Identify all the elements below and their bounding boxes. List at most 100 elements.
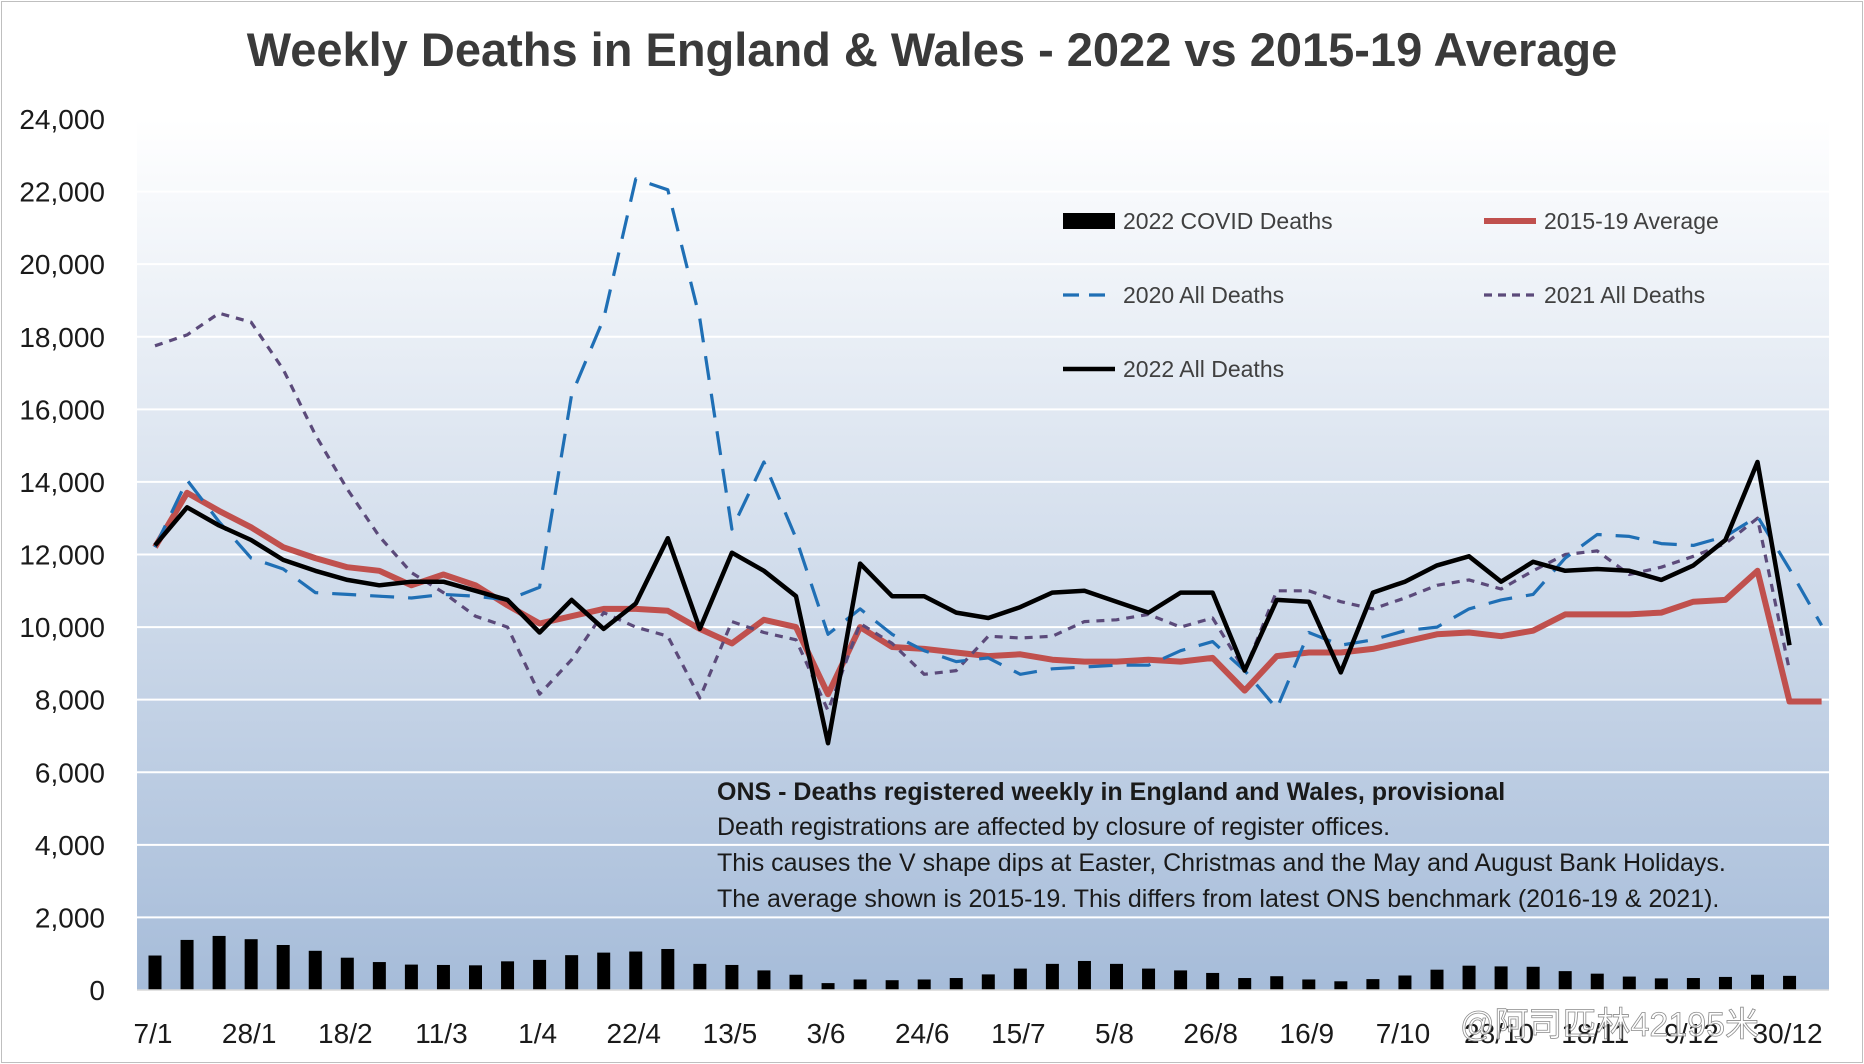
covid-bar (1334, 981, 1348, 990)
covid-bar (1462, 965, 1476, 990)
legend-label: 2022 COVID Deaths (1123, 208, 1333, 234)
x-tick-label: 28/10 (1464, 1018, 1534, 1049)
y-tick-label: 10,000 (19, 612, 105, 643)
covid-bar (885, 980, 899, 990)
y-tick-label: 0 (89, 975, 105, 1006)
y-tick-label: 8,000 (35, 685, 105, 716)
covid-bar (1174, 970, 1188, 990)
covid-bar (629, 951, 643, 990)
covid-bar (565, 955, 579, 990)
covid-bar (1751, 974, 1764, 990)
covid-bar (1494, 966, 1508, 990)
covid-bar (1270, 976, 1284, 990)
covid-bar (244, 939, 258, 990)
covid-bar (917, 979, 931, 990)
x-tick-label: 24/6 (895, 1018, 950, 1049)
covid-bar (1783, 975, 1797, 990)
x-axis: 7/1 28/1 18/2 11/3 1/4 22/4 13/5 3/6 24/6 15/7 5/8… (134, 1018, 1823, 1049)
x-tick-label: 7/10 (1376, 1018, 1431, 1049)
covid-bar (180, 939, 194, 990)
y-tick-label: 24,000 (19, 104, 105, 135)
annotation-heading: ONS - Deaths registered weekly in Englan… (717, 778, 1505, 806)
watermark: @阿司匹林42195米 (1460, 1006, 1759, 1044)
y-tick-label: 14,000 (19, 467, 105, 498)
series-line-2015-19-average (152, 489, 1822, 705)
covid-bar (340, 957, 354, 990)
y-tick-label: 22,000 (19, 177, 105, 208)
x-tick-label: 11/3 (415, 1018, 467, 1049)
x-tick-label: 22/4 (607, 1018, 662, 1049)
x-tick-label: 18/11 (1561, 1018, 1629, 1049)
x-tick-label: 5/8 (1095, 1018, 1134, 1049)
covid-bar (597, 952, 611, 990)
covid-bar (1013, 968, 1027, 990)
annotation-line-3: The average shown is 2015-19. This diffe… (717, 885, 1719, 913)
gridlines (137, 118, 1829, 919)
x-tick-label: 26/8 (1183, 1018, 1238, 1049)
chart-title: Weekly Deaths in England & Wales - 2022 … (246, 23, 1618, 76)
x-tick-label: 28/1 (222, 1018, 277, 1049)
covid-bar (693, 963, 707, 990)
x-tick-label: 9/12 (1664, 1018, 1719, 1049)
x-tick-label: 16/9 (1280, 1018, 1335, 1049)
y-tick-label: 20,000 (19, 249, 105, 280)
x-tick-label: 18/2 (318, 1018, 373, 1049)
covid-bar (1558, 971, 1572, 990)
covid-bar (276, 944, 290, 990)
series-lines (152, 177, 1823, 746)
x-tick-label: 30/12 (1753, 1018, 1823, 1049)
covid-bar (1686, 978, 1700, 990)
y-tick-label: 12,000 (19, 540, 105, 571)
legend-swatch (1063, 213, 1115, 229)
covid-bar (372, 962, 386, 990)
covid-bar (981, 974, 995, 990)
covid-bar (533, 959, 547, 990)
annotation-line-1: Death registrations are affected by clos… (717, 813, 1390, 841)
legend-label: 2020 All Deaths (1123, 282, 1284, 308)
y-tick-label: 6,000 (35, 757, 105, 788)
covid-bar (1302, 979, 1316, 990)
y-axis: 0 2,000 4,000 6,000 8,000 10,000 12,000 14,000 1… (19, 104, 1829, 1006)
covid-bar (1206, 972, 1220, 990)
annotation-line-2: This causes the V shape dips at Easter, … (717, 849, 1726, 877)
covid-bar (949, 978, 963, 990)
y-tick-label: 16,000 (19, 394, 105, 425)
legend: 2022 COVID Deaths 2015-19 Average 2020 All… (1063, 208, 1719, 382)
legend-label: 2015-19 Average (1544, 208, 1719, 234)
covid-bar (1238, 978, 1252, 990)
annotation-box: ONS - Deaths registered weekly in Englan… (717, 778, 1726, 913)
legend-label: 2022 All Deaths (1123, 356, 1284, 382)
covid-bar (1110, 963, 1123, 990)
covid-bar (789, 974, 803, 990)
covid-bar (1398, 975, 1412, 990)
covid-bar (1430, 969, 1444, 990)
y-tick-label: 2,000 (35, 902, 105, 933)
covid-bar (212, 935, 226, 990)
x-tick-label: 1/4 (518, 1018, 557, 1049)
covid-bar (821, 983, 835, 990)
series-line-2020-all-deaths (153, 177, 1823, 711)
covid-bar (1142, 968, 1156, 990)
legend-item: 2022 COVID Deaths (1063, 208, 1333, 234)
covid-bar (436, 964, 450, 990)
covid-bar (725, 964, 739, 990)
covid-bar (1045, 963, 1059, 990)
x-tick-label: 7/1 (134, 1018, 173, 1049)
covid-bar (501, 961, 515, 990)
series-line-2022-all-deaths (153, 459, 1792, 746)
x-tick-label: 13/5 (703, 1018, 758, 1049)
covid-bar (469, 965, 482, 990)
covid-bar (308, 950, 322, 990)
covid-bar (661, 948, 675, 990)
legend-item: 2020 All Deaths (1063, 282, 1284, 308)
covid-bar (1077, 960, 1091, 990)
legend-item: 2021 All Deaths (1484, 282, 1705, 308)
covid-bar (148, 955, 162, 990)
x-tick-label: 15/7 (991, 1018, 1046, 1049)
covid-bar (853, 979, 867, 990)
covid-bar (404, 964, 418, 990)
covid-bar (1366, 979, 1380, 990)
legend-item: 2015-19 Average (1484, 208, 1719, 234)
covid-bars (148, 935, 1797, 990)
